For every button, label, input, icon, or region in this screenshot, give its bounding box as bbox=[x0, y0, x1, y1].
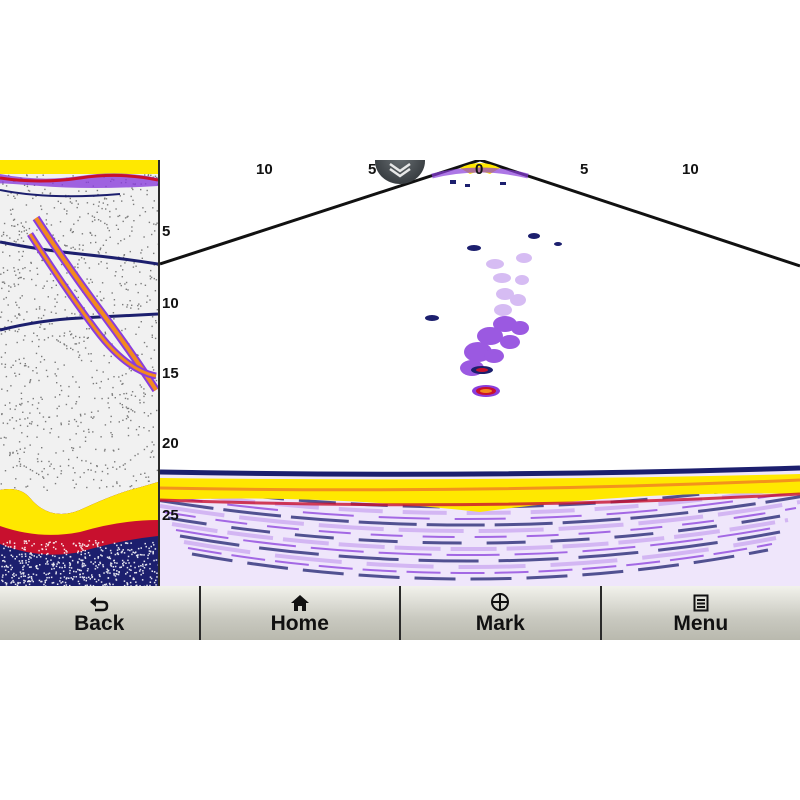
mark-button[interactable]: Mark bbox=[401, 586, 600, 640]
home-label: Home bbox=[270, 612, 329, 635]
menu-label: Menu bbox=[673, 612, 729, 635]
home-button[interactable]: Home bbox=[200, 586, 399, 640]
menu-list-icon bbox=[693, 594, 709, 612]
sonar-history-graphic bbox=[0, 160, 158, 586]
sonar-screen: 10 5 0 5 10 5 10 15 20 25 Back bbox=[0, 160, 800, 640]
menu-button[interactable]: Menu bbox=[601, 586, 800, 640]
range-label-left-5: 5 bbox=[368, 161, 377, 178]
crosshair-icon bbox=[491, 593, 510, 611]
depth-label-10: 10 bbox=[162, 295, 179, 312]
range-label-right-10: 10 bbox=[682, 161, 699, 178]
home-icon bbox=[290, 595, 309, 611]
depth-label-5: 5 bbox=[162, 223, 171, 240]
mark-label: Mark bbox=[475, 612, 525, 635]
depth-label-25: 25 bbox=[162, 507, 179, 524]
depth-label-15: 15 bbox=[162, 365, 179, 382]
range-label-center-0: 0 bbox=[475, 161, 484, 178]
double-chevron-down-icon bbox=[389, 162, 411, 178]
sonar-fan-graphic bbox=[160, 160, 800, 586]
back-label: Back bbox=[74, 612, 125, 635]
back-button[interactable]: Back bbox=[0, 586, 199, 640]
range-label-right-5: 5 bbox=[580, 161, 589, 178]
livescope-fan-pane: 10 5 0 5 10 5 10 15 20 25 bbox=[160, 160, 800, 586]
softkey-bar: Back Home Mark bbox=[0, 586, 800, 640]
back-arrow-icon bbox=[90, 597, 109, 612]
depth-label-20: 20 bbox=[162, 435, 179, 452]
sonar-history-pane bbox=[0, 160, 160, 586]
range-label-left-10: 10 bbox=[256, 161, 273, 178]
